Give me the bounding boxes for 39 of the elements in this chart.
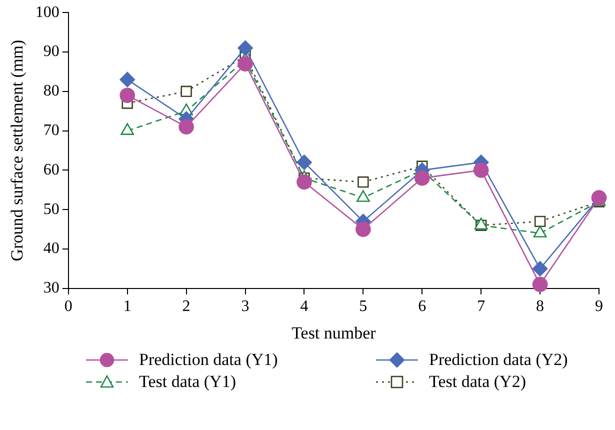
y-tick-label: 40 — [43, 240, 60, 258]
point — [180, 86, 192, 97]
point — [296, 154, 312, 170]
legend-label: Test data (Y1) — [139, 372, 236, 392]
point — [532, 261, 548, 276]
x-tick-label: 9 — [595, 298, 603, 316]
point — [414, 170, 430, 186]
y-tick-label: 50 — [43, 200, 60, 218]
point — [296, 174, 312, 190]
x-tick-label: 7 — [477, 298, 486, 316]
point — [238, 56, 253, 72]
x-tick-label: 4 — [300, 298, 308, 316]
point — [356, 222, 371, 237]
y-axis-title: Ground surface settlement (mm) — [8, 40, 27, 262]
point — [120, 72, 136, 88]
point — [120, 88, 136, 103]
y-tick-label: 90 — [43, 43, 60, 60]
point — [473, 162, 489, 178]
x-tick-label: 5 — [359, 298, 368, 316]
legend-label: Prediction data (Y1) — [139, 350, 278, 370]
x-tick-label: 1 — [123, 298, 132, 316]
x-axis-title: Test number — [292, 323, 376, 342]
point — [358, 176, 369, 188]
y-tick-label: 70 — [43, 122, 60, 140]
x-tick-label: 2 — [182, 298, 190, 316]
x-tick-label: 3 — [241, 298, 250, 316]
point — [534, 216, 546, 228]
legend-label: Test data (Y2) — [429, 372, 526, 392]
point — [238, 40, 253, 56]
point — [532, 276, 548, 292]
y-tick-label: 80 — [43, 82, 60, 100]
legend-label: Prediction data (Y2) — [429, 350, 568, 370]
x-tick-label: 8 — [536, 298, 544, 316]
x-tick-label: 6 — [418, 298, 426, 316]
y-tick-label: 30 — [43, 280, 60, 297]
y-tick-label: 100 — [35, 4, 60, 21]
x-tick-label: 0 — [64, 298, 72, 316]
point — [178, 119, 194, 135]
y-tick-label: 60 — [43, 161, 60, 178]
